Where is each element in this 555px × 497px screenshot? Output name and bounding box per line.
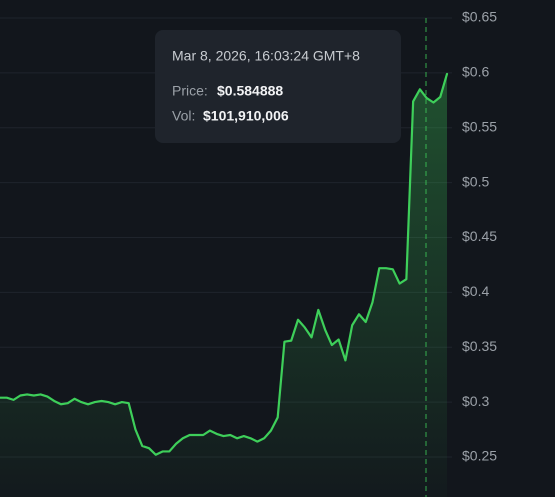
tooltip-time: Mar 8, 2026, 16:03:24 GMT+8 <box>172 48 360 64</box>
y-tick-label: $0.35 <box>462 338 497 354</box>
y-tick-label: $0.5 <box>462 173 489 189</box>
tooltip-vol: $101,910,006 <box>203 108 289 124</box>
tooltip-box <box>155 30 401 143</box>
y-tick-label: $0.6 <box>462 64 489 80</box>
grid: $0.25 $0.3 $0.35 $0.4 $0.45 $0.5 $0.55 $0.6 $0.6… <box>0 9 497 464</box>
price-line <box>0 72 449 456</box>
y-tick-label: $0.55 <box>462 118 497 134</box>
series <box>0 72 449 497</box>
tooltip-price-label: Price: <box>172 83 208 99</box>
y-tick-label: $0.45 <box>462 228 497 244</box>
tooltip-price: $0.584888 <box>217 83 283 99</box>
price-area <box>0 73 447 497</box>
y-tick-label: $0.25 <box>462 448 497 464</box>
y-tick-label: $0.4 <box>462 283 489 299</box>
y-tick-label: $0.3 <box>462 393 489 409</box>
y-tick-label: $0.65 <box>462 9 497 25</box>
tooltip-vol-label: Vol: <box>172 108 195 124</box>
tooltip: Mar 8, 2026, 16:03:24 GMT+8 Price: $0.58… <box>155 30 401 143</box>
